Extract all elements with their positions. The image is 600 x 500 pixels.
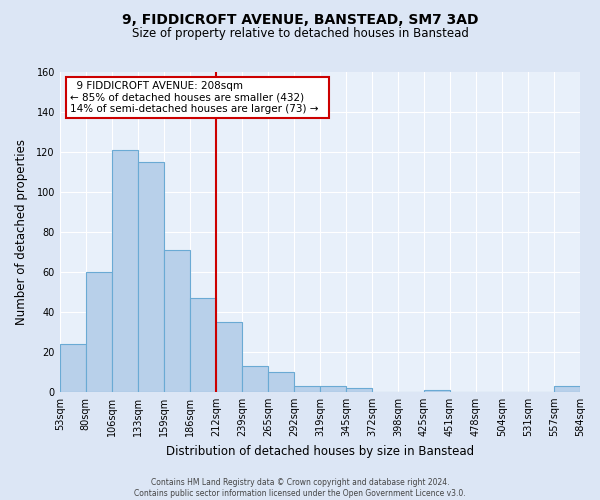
Bar: [554, 386, 580, 392]
Bar: [138, 162, 164, 392]
Text: 9 FIDDICROFT AVENUE: 208sqm
← 85% of detached houses are smaller (432)
14% of se: 9 FIDDICROFT AVENUE: 208sqm ← 85% of det…: [70, 81, 325, 114]
Bar: [346, 388, 372, 392]
Bar: [164, 250, 190, 392]
Y-axis label: Number of detached properties: Number of detached properties: [15, 138, 28, 324]
Bar: [59, 344, 86, 392]
Bar: [294, 386, 320, 392]
Bar: [190, 298, 216, 392]
X-axis label: Distribution of detached houses by size in Banstead: Distribution of detached houses by size …: [166, 444, 474, 458]
Text: Contains HM Land Registry data © Crown copyright and database right 2024.
Contai: Contains HM Land Registry data © Crown c…: [134, 478, 466, 498]
Bar: [86, 272, 112, 392]
Bar: [112, 150, 138, 392]
Bar: [320, 386, 346, 392]
Bar: [424, 390, 450, 392]
Bar: [242, 366, 268, 392]
Bar: [268, 372, 294, 392]
Text: Size of property relative to detached houses in Banstead: Size of property relative to detached ho…: [131, 28, 469, 40]
Text: 9, FIDDICROFT AVENUE, BANSTEAD, SM7 3AD: 9, FIDDICROFT AVENUE, BANSTEAD, SM7 3AD: [122, 12, 478, 26]
Bar: [216, 322, 242, 392]
